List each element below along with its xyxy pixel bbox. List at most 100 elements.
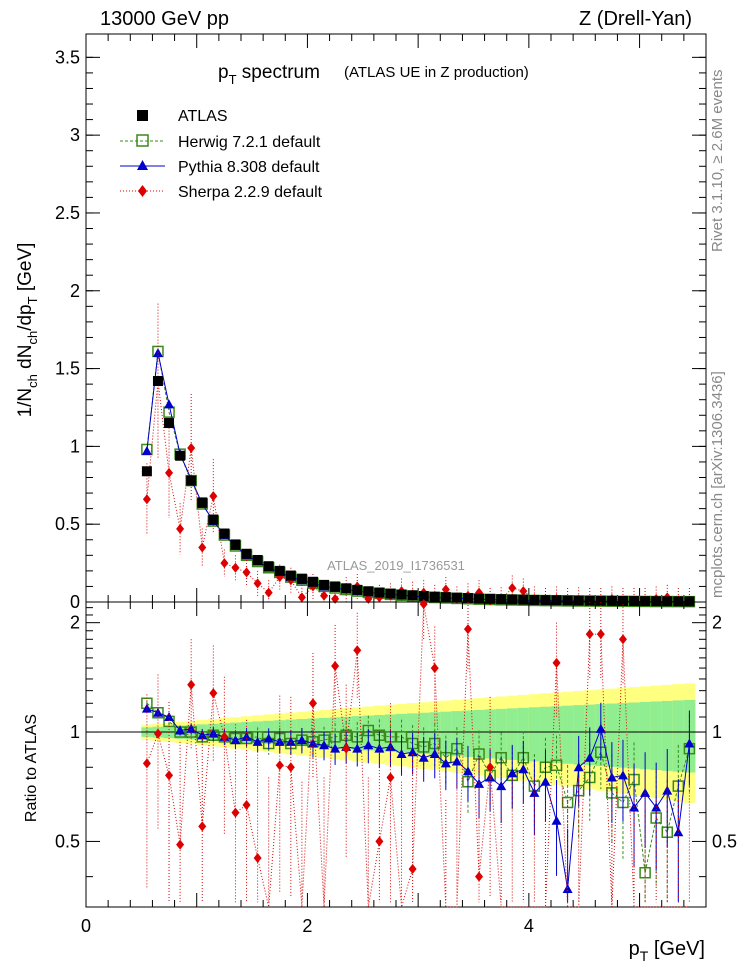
ratio-band-inner [473,709,486,758]
ratio-band-inner [539,706,552,763]
legend-marker-pythia [137,160,148,170]
mcplots-label: mcplots.cern.ch [arXiv:1306.3436] [709,371,726,598]
main-ytick-label: 3 [70,125,80,145]
main-point-atlas [474,593,485,604]
ratio-point-pythia [374,743,385,753]
main-point-atlas [374,587,385,598]
main-point-atlas [164,418,175,429]
ratio-band-inner [672,700,685,772]
ratio-point-sherpa [596,629,605,640]
ratio-ytick-label-right: 0.5 [712,831,737,851]
ratio-band-inner [606,703,618,767]
main-point-sherpa [231,562,240,573]
ratio-point-sherpa [286,762,295,773]
main-ytick-label: 2.5 [55,203,80,223]
ratio-point-pythia [385,741,396,751]
ratio-point-pythia [573,762,584,772]
ratio-point-sherpa [342,743,351,754]
ratio-ytick-label-right: 1 [712,722,722,742]
main-point-atlas [629,596,640,607]
main-series-atlas [141,376,695,607]
legend-marker-herwig [136,134,149,147]
ratio-point-sherpa [408,863,417,874]
ratio-point-pythia [141,703,152,713]
ratio-point-pythia [496,781,507,791]
main-point-atlas [584,595,595,606]
main-point-atlas [230,539,241,550]
main-point-sherpa [364,593,373,604]
ratio-point-sherpa [419,599,428,610]
ratio-point-pythia [175,725,186,735]
ratio-point-pythia [285,736,296,746]
main-point-atlas [551,595,562,606]
main-point-atlas [330,581,341,592]
ratio-xtick-label: 2 [302,916,312,936]
ratio-band-inner [639,701,652,770]
ratio-point-pythia [252,736,263,746]
main-panel: 0 0.5 1 1.5 2 2.5 3 3.5 ATLAS_2019_I1736531 pT … [15,33,707,612]
main-point-sherpa [297,592,306,603]
ratio-point-sherpa [187,679,196,690]
ratio-point-pythia [363,740,374,750]
ratio-point-sherpa [430,663,439,674]
ratio-point-sherpa [209,688,218,699]
ratio-point-pythia [606,772,617,782]
ratio-band-inner [462,710,474,757]
ratio-point-pythia [296,735,307,745]
main-point-atlas [141,466,152,477]
ratio-point-sherpa [375,836,384,847]
ratio-xtick-label: 0 [81,916,91,936]
main-point-sherpa [441,584,450,595]
main-point-pythia [164,399,175,409]
ratio-point-pythia [640,787,651,797]
main-point-atlas [274,565,285,576]
ratio-point-sherpa [353,645,362,656]
main-ytick-label: 1.5 [55,359,80,379]
main-point-atlas [407,590,418,601]
ratio-point-pythia [474,778,485,788]
main-point-atlas [651,596,662,607]
main-point-atlas [451,592,462,603]
ratio-point-pythia [518,764,529,774]
ratio-point-pythia [407,747,418,757]
ratio-band-inner [517,707,530,761]
main-point-atlas [595,595,606,606]
ratio-band-inner [396,713,408,753]
main-point-atlas [363,586,374,597]
ratio-point-pythia [263,733,274,743]
ratio-band-inner [573,705,585,765]
ratio-point-sherpa [220,731,229,742]
ratio-xtick-label: 4 [524,916,534,936]
legend-label-herwig: Herwig 7.2.1 default [178,134,321,151]
legend: ATLAS Herwig 7.2.1 default Pythia 8.308 … [120,108,323,201]
main-point-atlas [529,594,540,605]
rivet-label: Rivet 3.1.10, ≥ 2.6M events [709,70,726,253]
main-point-atlas [319,579,330,590]
main-point-sherpa [331,593,340,604]
ratio-point-sherpa [253,853,262,864]
ratio-point-pythia [673,827,684,837]
header-left: 13000 GeV pp [100,8,229,30]
ratio-point-sherpa [331,660,340,671]
main-point-atlas [175,450,186,461]
ratio-point-pythia [418,752,429,762]
ratio-point-sherpa [463,624,472,635]
ratio-point-sherpa [165,770,174,781]
main-point-atlas [396,589,407,600]
main-point-sherpa [242,567,251,578]
main-point-atlas [518,594,529,605]
main-point-sherpa [320,590,329,601]
legend-label-sherpa: Sherpa 2.2.9 default [178,184,323,201]
ratio-band-inner [329,717,342,749]
ratio-point-sherpa [585,629,594,640]
ratio-point-sherpa [475,871,484,882]
ratio-band-inner [562,705,574,764]
legend-marker-sherpa [138,185,147,197]
main-point-pythia [141,446,152,456]
ratio-point-sherpa [552,657,561,668]
main-point-sherpa [519,586,528,597]
ratio-point-pythia [319,740,330,750]
ratio-band-inner [506,708,519,760]
ratio-point-pythia [241,731,252,741]
